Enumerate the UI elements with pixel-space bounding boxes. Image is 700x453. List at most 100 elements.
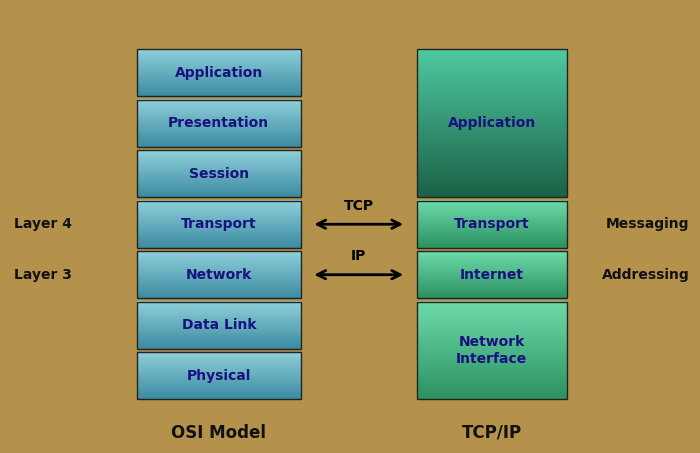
Bar <box>416 188 567 192</box>
Bar <box>136 186 301 187</box>
Bar <box>416 153 567 156</box>
Bar <box>136 87 301 88</box>
Bar <box>136 143 301 144</box>
Bar <box>416 234 567 236</box>
Bar <box>136 112 301 113</box>
Bar <box>136 367 301 368</box>
Text: Application: Application <box>174 66 263 80</box>
Bar <box>416 164 567 168</box>
Bar <box>416 313 567 315</box>
Bar <box>136 72 301 74</box>
Bar <box>136 269 301 270</box>
Bar <box>136 283 301 284</box>
Bar <box>136 113 301 114</box>
Bar <box>416 277 567 279</box>
Bar <box>416 268 567 269</box>
Bar <box>136 371 301 372</box>
Bar <box>136 338 301 339</box>
Bar <box>416 333 567 335</box>
Bar <box>416 288 567 289</box>
Bar <box>136 77 301 78</box>
Bar <box>136 364 301 365</box>
Bar <box>416 241 567 242</box>
Bar <box>416 156 567 159</box>
Bar <box>136 151 301 152</box>
Bar <box>136 141 301 142</box>
Bar <box>136 354 301 355</box>
Bar <box>136 49 301 96</box>
Bar <box>136 296 301 298</box>
Bar <box>136 323 301 324</box>
Bar <box>416 395 567 397</box>
Bar <box>136 341 301 342</box>
Bar <box>136 307 301 308</box>
Bar <box>136 219 301 221</box>
Bar <box>416 194 567 198</box>
Bar <box>416 229 567 230</box>
Bar <box>136 82 301 83</box>
Bar <box>136 254 301 255</box>
Bar <box>416 162 567 165</box>
Bar <box>416 209 567 210</box>
Bar <box>136 288 301 289</box>
Bar <box>136 150 301 198</box>
Bar <box>136 241 301 242</box>
Bar <box>416 220 567 222</box>
Bar <box>136 158 301 159</box>
Bar <box>136 251 301 252</box>
Bar <box>136 142 301 143</box>
Bar <box>416 159 567 162</box>
Bar <box>136 243 301 244</box>
Bar <box>136 245 301 246</box>
Bar <box>416 311 567 313</box>
Bar <box>136 347 301 348</box>
Bar <box>136 363 301 364</box>
Bar <box>136 391 301 393</box>
Bar <box>136 395 301 396</box>
Bar <box>416 295 567 296</box>
Bar <box>136 312 301 313</box>
Bar <box>136 183 301 184</box>
Bar <box>416 147 567 150</box>
Bar <box>136 210 301 211</box>
Bar <box>136 246 301 247</box>
Bar <box>136 232 301 234</box>
Bar <box>416 255 567 257</box>
Bar <box>136 61 301 63</box>
Bar <box>136 317 301 318</box>
Bar <box>136 253 301 254</box>
Text: IP: IP <box>351 250 366 263</box>
Bar <box>136 311 301 312</box>
Bar <box>136 357 301 358</box>
Bar <box>416 381 567 384</box>
Bar <box>416 391 567 394</box>
Bar <box>136 62 301 63</box>
Bar <box>416 132 567 135</box>
Bar <box>136 359 301 361</box>
Bar <box>136 127 301 128</box>
Bar <box>136 322 301 323</box>
Bar <box>136 161 301 163</box>
Bar <box>136 360 301 361</box>
Bar <box>136 178 301 179</box>
Bar <box>416 207 567 208</box>
Bar <box>136 116 301 118</box>
Bar <box>416 307 567 309</box>
Bar <box>416 240 567 241</box>
Bar <box>416 224 567 225</box>
Bar <box>416 99 567 102</box>
Bar <box>136 136 301 137</box>
Bar <box>136 105 301 106</box>
Bar <box>136 133 301 134</box>
Text: Application: Application <box>447 116 536 130</box>
Bar <box>416 91 567 94</box>
Bar <box>136 222 301 223</box>
Bar <box>136 251 301 299</box>
Bar <box>136 212 301 214</box>
Bar <box>416 76 567 79</box>
Bar <box>416 211 567 212</box>
Bar <box>136 384 301 385</box>
Bar <box>416 257 567 259</box>
Bar <box>136 352 301 400</box>
Bar <box>416 358 567 360</box>
